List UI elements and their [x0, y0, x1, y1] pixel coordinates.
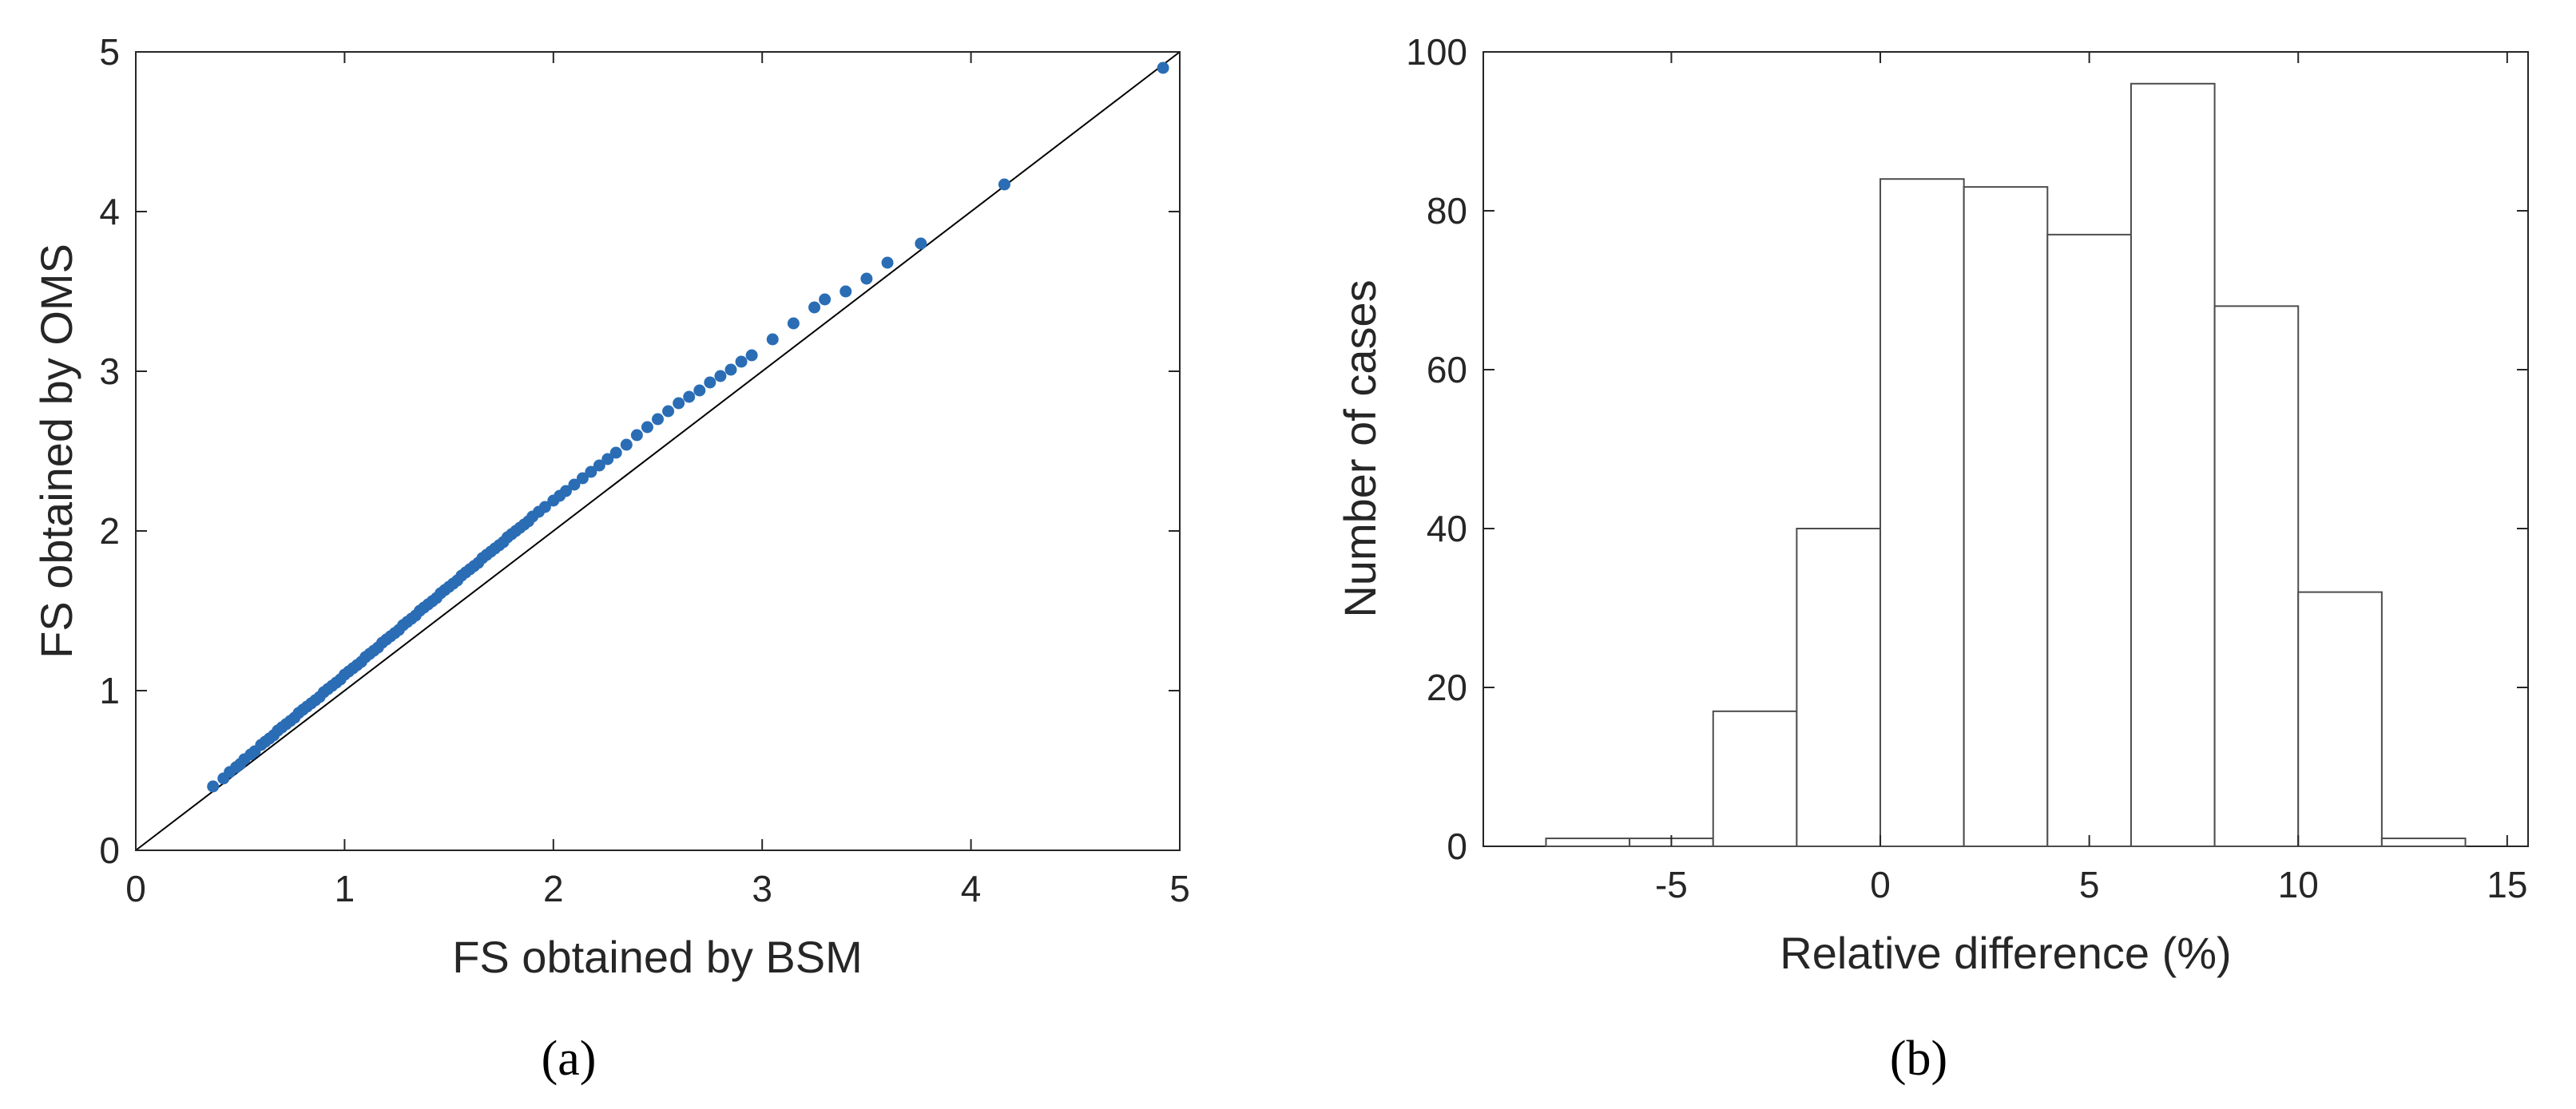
histogram-bar — [2297, 591, 2383, 847]
y-tick-label: 60 — [1427, 349, 1467, 390]
scatter-y-ticks: 0 1 2 3 4 5 — [99, 31, 1180, 871]
scatter-point — [745, 349, 758, 362]
scatter-point — [585, 465, 597, 478]
x-tick-label: 2 — [543, 868, 564, 909]
histogram-bar — [2213, 305, 2300, 847]
x-tick-label: 0 — [125, 868, 146, 909]
y-tick-label: 0 — [99, 830, 120, 871]
histogram-bar — [1879, 178, 1965, 847]
histogram-bar — [2129, 82, 2216, 848]
x-tick-label: 1 — [335, 868, 355, 909]
y-tick-label: 0 — [1447, 826, 1467, 867]
x-tick-label: 15 — [2487, 864, 2527, 905]
scatter-point — [808, 301, 821, 314]
y-tick-label: 5 — [99, 31, 120, 73]
scatter-x-ticks: 0 1 2 3 4 5 — [125, 52, 1190, 909]
histogram-bar — [1712, 710, 1798, 847]
scatter-point — [559, 485, 572, 497]
scatter-point — [601, 453, 614, 465]
scatter-point — [819, 293, 832, 306]
scatter-point — [881, 256, 894, 269]
scatter-point — [576, 472, 589, 485]
x-tick-label: 4 — [961, 868, 982, 909]
y-tick-label: 2 — [99, 510, 120, 552]
histogram-x-ticks: -5 0 5 10 15 — [1655, 52, 2527, 905]
y-tick-label: 40 — [1427, 508, 1467, 549]
scatter-point — [1157, 61, 1169, 74]
panel-label-b: (b) — [1890, 1032, 1947, 1086]
scatter-point — [620, 438, 633, 451]
histogram-y-ticks: 0 20 40 60 80 100 — [1406, 31, 2528, 867]
histogram-bar — [2380, 838, 2467, 848]
scatter-point — [714, 370, 727, 382]
histogram-bars — [1545, 82, 2467, 848]
scatter-point — [693, 384, 706, 397]
y-tick-label: 4 — [99, 191, 120, 232]
panel-label-a-text: (a) — [542, 1032, 597, 1086]
scatter-point — [641, 421, 653, 434]
scatter-point — [593, 459, 605, 472]
x-tick-label: 3 — [752, 868, 772, 909]
scatter-point — [683, 390, 696, 403]
histogram-bar — [2046, 233, 2132, 848]
scatter-x-axis-label: FS obtained by BSM — [452, 932, 863, 982]
y-tick-label: 3 — [99, 351, 120, 392]
scatter-y-axis-label: FS obtained by OMS — [31, 244, 81, 659]
panel-label-a: (a) — [542, 1032, 597, 1086]
histogram-bar — [1963, 186, 2049, 847]
scatter-point — [915, 237, 927, 250]
histogram-bar — [1545, 838, 1631, 848]
histogram-bar — [1796, 528, 1882, 847]
scatter-point — [538, 501, 551, 513]
panel-label-b-text: (b) — [1890, 1032, 1947, 1086]
scatter-panel: 0 1 2 3 4 5 0 1 2 3 4 5 FS obtained by BSM FS obta… — [31, 31, 1190, 1086]
scatter-point — [652, 413, 664, 426]
x-tick-label: 5 — [2079, 864, 2100, 905]
scatter-points — [207, 61, 1169, 793]
scatter-point — [207, 780, 220, 793]
scatter-point — [724, 363, 737, 376]
scatter-point — [998, 178, 1010, 191]
x-tick-label: 5 — [1169, 868, 1190, 909]
histogram-panel: -5 0 5 10 15 0 20 40 60 80 100 Relative differenc… — [1335, 31, 2529, 1086]
scatter-point — [766, 333, 779, 346]
y-tick-label: 1 — [99, 670, 120, 711]
y-tick-label: 20 — [1427, 667, 1467, 708]
x-tick-label: -5 — [1655, 864, 1688, 905]
scatter-point — [662, 405, 675, 418]
histogram-x-axis-label: Relative difference (%) — [1780, 928, 2231, 978]
scatter-point — [839, 285, 852, 298]
scatter-point — [704, 376, 716, 389]
scatter-point — [609, 446, 622, 459]
scatter-point — [860, 272, 873, 285]
histogram-y-axis-label: Number of cases — [1335, 279, 1385, 617]
x-tick-label: 0 — [1870, 864, 1891, 905]
scatter-point — [568, 478, 581, 491]
scatter-point — [787, 317, 800, 330]
y-tick-label: 100 — [1406, 31, 1467, 73]
x-tick-label: 10 — [2278, 864, 2319, 905]
y-tick-label: 80 — [1427, 190, 1467, 232]
scatter-point — [735, 355, 748, 368]
scatter-point — [673, 397, 685, 410]
scatter-point — [630, 429, 643, 442]
